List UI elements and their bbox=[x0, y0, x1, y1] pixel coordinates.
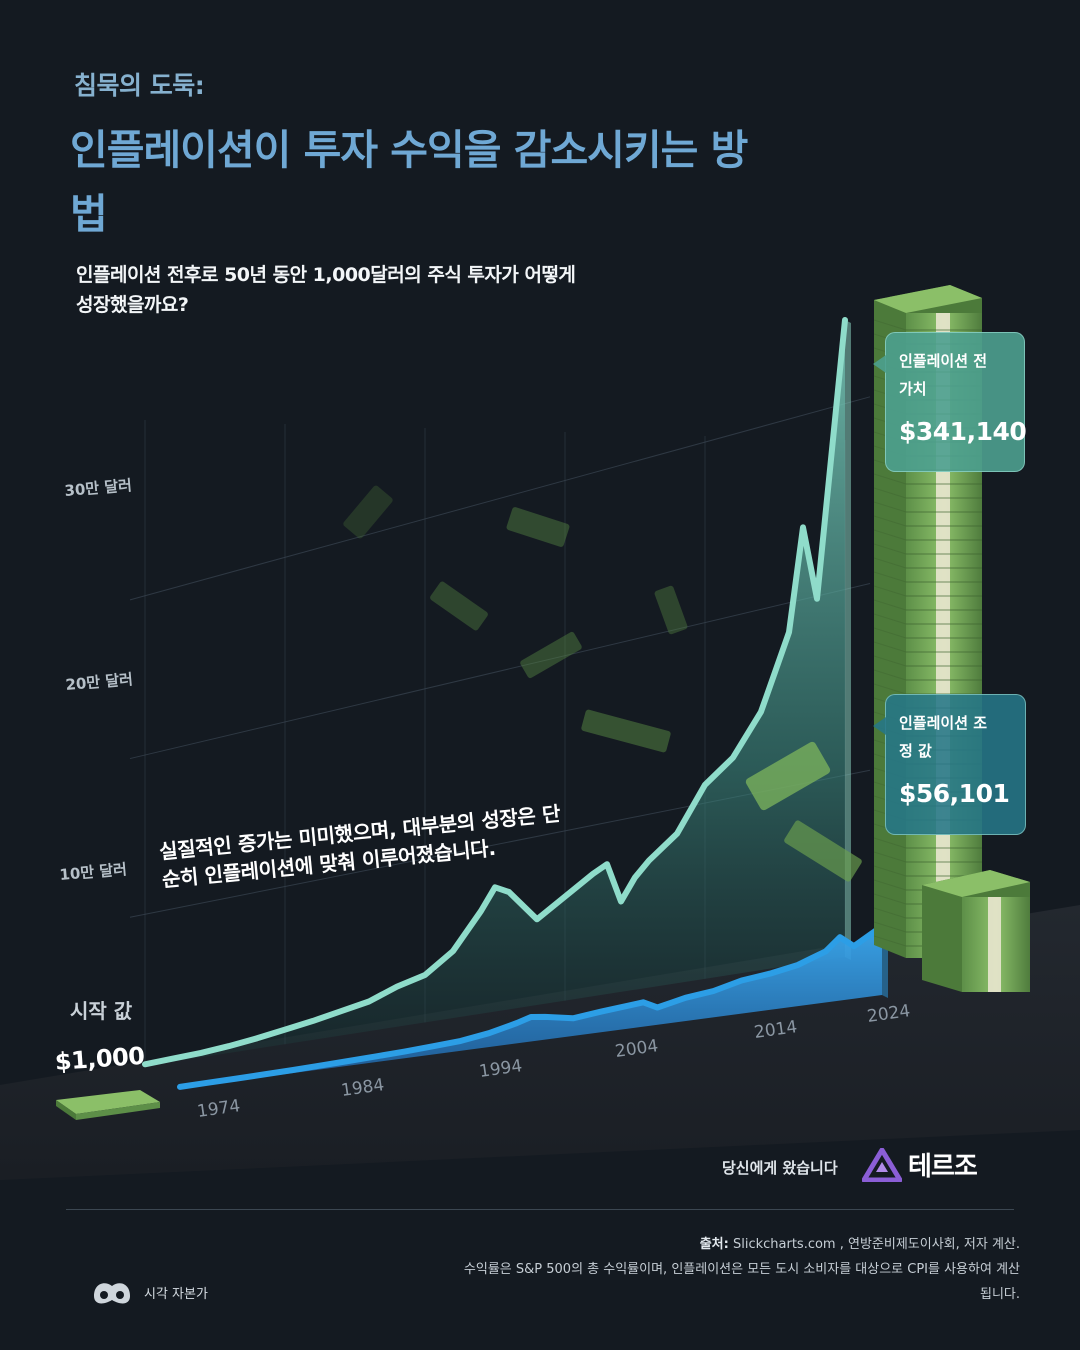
credit-name: 시각 자본가 bbox=[144, 1286, 208, 1302]
brand-name: 테르조 bbox=[908, 1152, 978, 1182]
grid-line-3 bbox=[129, 396, 871, 601]
visual-capitalist-icon bbox=[94, 1283, 130, 1304]
callout-nominal: 인플레이션 전 가치 $341,140 bbox=[873, 332, 1027, 472]
start-label: 시작 값 bbox=[70, 999, 133, 1023]
y-axis: 10만 달러 20만 달러 30만 달러 bbox=[59, 476, 134, 884]
callout-nominal-label: 인플레이션 전 가치 bbox=[899, 352, 988, 398]
page-subtitle: 인플레이션 전후로 50년 동안 1,000달러의 주식 투자가 어떻게 성장했… bbox=[76, 264, 576, 316]
footer-divider bbox=[66, 1209, 1014, 1210]
kicker: 침묵의 도둑: bbox=[74, 71, 205, 100]
nominal-edge bbox=[845, 320, 851, 960]
brand: 테르조 bbox=[862, 1146, 978, 1183]
real-area bbox=[180, 926, 882, 1088]
starting-cash-icon bbox=[56, 1090, 160, 1120]
callout-real-value: $56,101 bbox=[899, 779, 1010, 808]
source-text: Slickcharts.com , 연방준비제도이사회, 저자 계산. bbox=[732, 1237, 1020, 1252]
nominal-area bbox=[145, 320, 845, 1066]
presented-by: 당신에게 왔습니다 bbox=[722, 1159, 838, 1177]
callout-real: 인플레이션 조정 값 $56,101 bbox=[873, 694, 1026, 835]
y-tick-label-1: 10만 달러 bbox=[59, 860, 128, 884]
callout-real-label: 인플레이션 조정 값 bbox=[899, 714, 988, 760]
source-label: 출처: bbox=[699, 1237, 729, 1252]
page-title: 인플레이션이 투자 수익을 감소시키는 방법 bbox=[70, 126, 748, 238]
grid-line-2 bbox=[129, 583, 871, 760]
money-stack-short-icon bbox=[922, 870, 1030, 992]
credit: 시각 자본가 bbox=[90, 1276, 208, 1308]
flying-bills-icon bbox=[343, 485, 862, 882]
y-tick-label-3: 30만 달러 bbox=[64, 476, 133, 500]
callout-nominal-value: $341,140 bbox=[899, 417, 1027, 446]
tezro-triangle-icon bbox=[862, 1147, 902, 1182]
methodology-note: 수익률은 S&P 500의 총 수익률이며, 인플레이션은 모든 도시 소비자를… bbox=[463, 1262, 1020, 1302]
source-note: 출처: Slickcharts.com , 연방준비제도이사회, 저자 계산. … bbox=[460, 1232, 1020, 1307]
y-tick-label-2: 20만 달러 bbox=[65, 670, 134, 694]
series-nominal bbox=[142, 317, 851, 1068]
